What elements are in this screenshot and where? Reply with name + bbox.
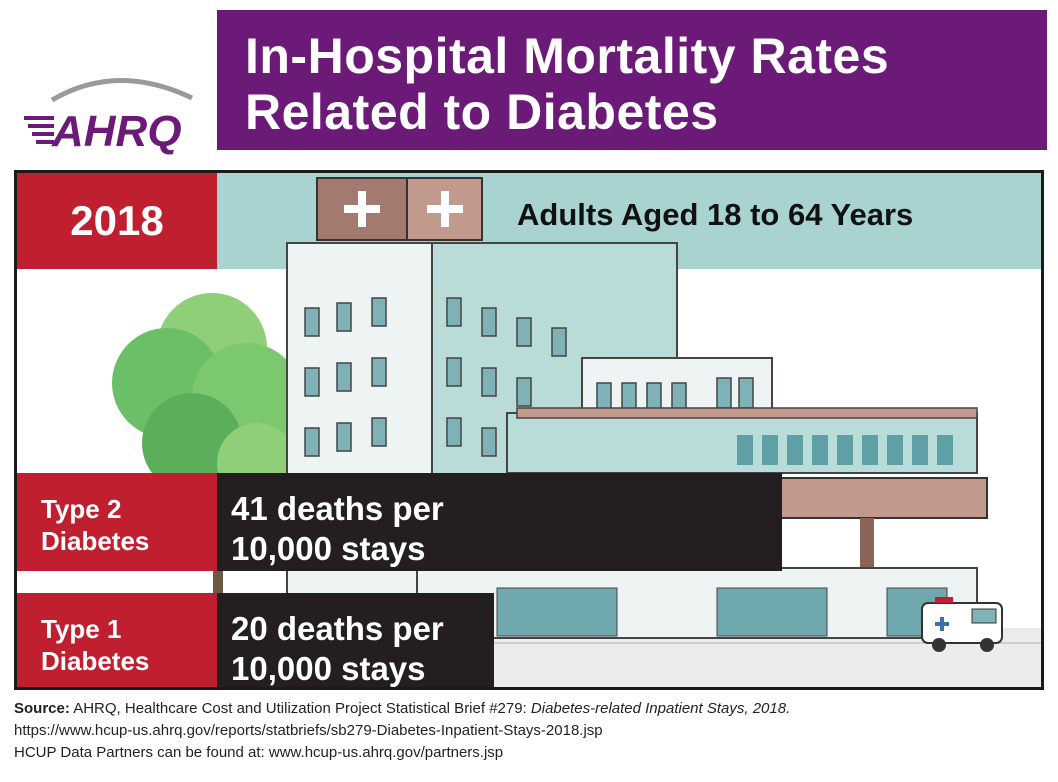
- source-text: AHRQ, Healthcare Cost and Utilization Pr…: [69, 700, 531, 717]
- row-label: Type 2 Diabetes: [17, 473, 217, 571]
- source-footer: Source: AHRQ, Healthcare Cost and Utiliz…: [14, 698, 1049, 764]
- row-label-line-1: Type 2: [41, 494, 122, 524]
- logo-text: AHRQ: [51, 107, 182, 156]
- row-label-line-2: Diabetes: [41, 526, 150, 556]
- year-badge: 2018: [17, 173, 217, 269]
- row-value-line-1: 41 deaths per: [231, 490, 444, 527]
- source-label: Source:: [14, 700, 70, 717]
- row-value: 41 deaths per 10,000 stays: [217, 473, 782, 571]
- ahrq-logo-icon: AHRQ: [24, 78, 194, 156]
- source-citation: Source: AHRQ, Healthcare Cost and Utiliz…: [14, 698, 1049, 720]
- age-group-subtitle: Adults Aged 18 to 64 Years: [517, 197, 914, 232]
- row-value: 20 deaths per 10,000 stays: [217, 593, 494, 687]
- page-title-line-2: Related to Diabetes: [245, 84, 719, 140]
- row-value-line-2: 10,000 stays: [231, 650, 426, 687]
- partners-note: HCUP Data Partners can be found at: www.…: [14, 744, 504, 761]
- row-label-line-2: Diabetes: [41, 646, 150, 676]
- table-row: Type 1 Diabetes 20 deaths per 10,000 sta…: [17, 593, 494, 687]
- page-title-line-1: In-Hospital Mortality Rates: [245, 28, 890, 84]
- title-banner: In-Hospital Mortality Rates Related to D…: [217, 10, 1047, 150]
- row-label-line-1: Type 1: [41, 614, 122, 644]
- table-row: Type 2 Diabetes 41 deaths per 10,000 sta…: [17, 473, 782, 571]
- ahrq-logo: AHRQ: [22, 70, 212, 156]
- source-title: Diabetes-related Inpatient Stays, 2018.: [530, 700, 791, 717]
- source-url[interactable]: https://www.hcup-us.ahrq.gov/reports/sta…: [14, 722, 603, 739]
- row-label: Type 1 Diabetes: [17, 593, 217, 687]
- subtitle-band: Adults Aged 18 to 64 Years: [217, 173, 1041, 269]
- infographic-panel: 2018 Adults Aged 18 to 64 Years Type 2 D…: [14, 170, 1044, 690]
- row-value-line-2: 10,000 stays: [231, 530, 426, 567]
- row-value-line-1: 20 deaths per: [231, 610, 444, 647]
